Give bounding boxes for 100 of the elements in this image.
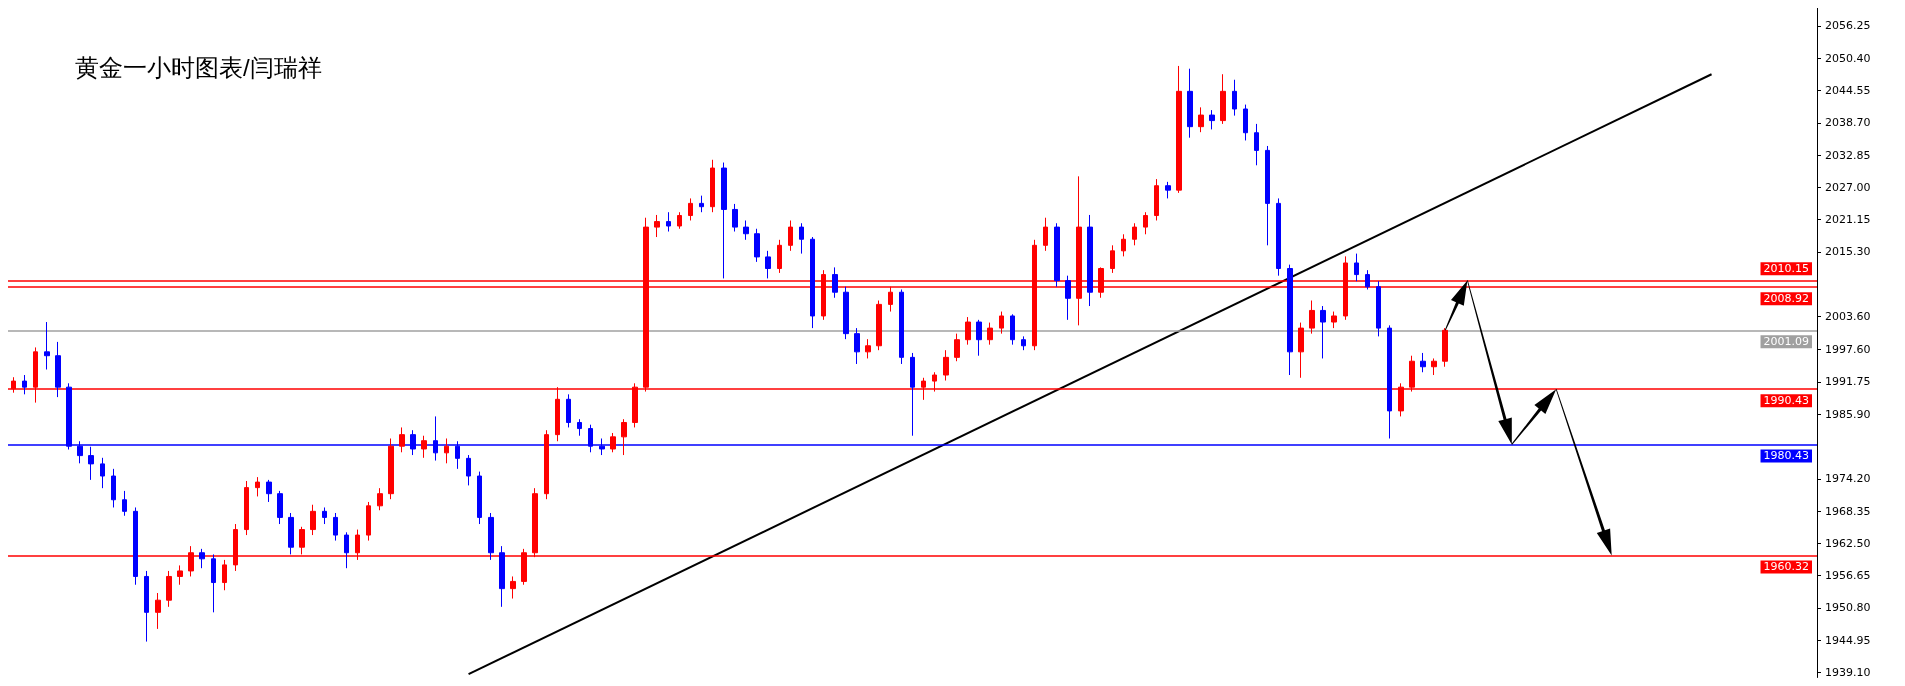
candlestick — [255, 476, 260, 497]
candlestick — [421, 435, 427, 459]
candlestick — [477, 471, 482, 525]
candlestick — [399, 426, 405, 453]
candlestick — [1298, 322, 1304, 379]
y-tick-label: 2050.40 — [1825, 51, 1871, 65]
candlestick — [366, 501, 371, 542]
candlestick — [1387, 324, 1392, 439]
y-tick-label: 2038.70 — [1825, 116, 1871, 130]
candlestick — [699, 195, 704, 213]
candlestick — [100, 457, 105, 489]
candlestick — [388, 437, 394, 500]
candlestick — [999, 311, 1004, 335]
candlestick — [1287, 264, 1293, 376]
y-tick-label: 1962.50 — [1825, 536, 1871, 550]
y-tick-label: 1944.95 — [1825, 633, 1871, 647]
candlestick — [1220, 73, 1226, 125]
candlestick — [1198, 106, 1204, 133]
candlestick — [22, 374, 27, 395]
candlestick — [721, 162, 727, 279]
candlestick — [1354, 253, 1359, 282]
candlestick — [1021, 335, 1026, 351]
candlestick — [277, 490, 283, 525]
candlestick — [976, 319, 982, 357]
candlestick — [1187, 68, 1193, 139]
candlestick — [832, 266, 838, 299]
candlestick — [810, 236, 815, 329]
candlestick — [1276, 197, 1281, 277]
candlestick — [1254, 123, 1259, 166]
candlestick — [444, 437, 449, 464]
candlestick — [211, 553, 216, 613]
candlestick — [1431, 357, 1437, 376]
candlestick — [1442, 327, 1448, 368]
y-tick-label: 1997.60 — [1825, 343, 1871, 357]
y-tick-label: 1950.80 — [1825, 601, 1871, 615]
candlestick — [732, 203, 738, 233]
candlestick — [499, 545, 505, 608]
candlestick — [1265, 145, 1270, 246]
y-tick-label: 2056.25 — [1825, 19, 1871, 33]
candlestick — [44, 321, 50, 370]
candlestick — [610, 432, 616, 453]
y-tick-label: 2027.00 — [1825, 180, 1871, 194]
y-tick-label: 2003.60 — [1825, 310, 1871, 324]
candlestick — [1331, 311, 1337, 329]
candlestick — [155, 592, 161, 630]
candlestick — [1143, 211, 1148, 235]
candlestick — [344, 531, 349, 569]
candlestick — [1232, 79, 1237, 117]
candlestick — [876, 300, 882, 351]
ref-line-label: 1960.32 — [1763, 560, 1809, 574]
candlestick — [310, 504, 316, 536]
candlestick — [544, 429, 549, 500]
candlestick — [1154, 178, 1159, 221]
candlestick — [111, 468, 116, 508]
candlestick — [843, 286, 849, 340]
candlestick — [1043, 217, 1048, 252]
candlestick — [222, 559, 227, 591]
candlestick — [899, 288, 904, 365]
candlestick — [854, 327, 860, 365]
candlestick — [666, 211, 671, 233]
candlestick — [943, 349, 949, 382]
candlestick — [621, 418, 627, 456]
candlestick — [333, 512, 338, 542]
candlestick — [754, 228, 760, 263]
candlestick — [244, 480, 249, 536]
candlestick — [865, 338, 871, 359]
ref-line-label: 2008.92 — [1763, 292, 1809, 306]
candlestick — [510, 575, 516, 600]
y-tick-label: 2032.85 — [1825, 148, 1871, 162]
candlestick — [765, 250, 771, 279]
candlestick — [566, 393, 571, 428]
candlestick — [1010, 313, 1015, 346]
candlestick — [288, 512, 294, 555]
candlestick — [1176, 65, 1182, 194]
y-tick-label: 2044.55 — [1825, 84, 1871, 98]
candlestick — [1132, 222, 1137, 246]
candlestick — [322, 506, 327, 525]
candlestick — [954, 333, 960, 362]
y-tick-label: 2015.30 — [1825, 245, 1871, 259]
candlestick — [177, 564, 183, 586]
candlestick — [1209, 109, 1215, 130]
candlestick — [777, 239, 782, 274]
candlestick — [1065, 275, 1071, 321]
y-tick-label: 1939.10 — [1825, 666, 1871, 679]
candlestick — [654, 214, 660, 238]
ref-line-label: 1980.43 — [1763, 449, 1809, 463]
candlestick — [1320, 305, 1326, 359]
candlestick — [677, 211, 682, 230]
y-tick-label: 1968.35 — [1825, 504, 1871, 518]
candlestick — [799, 222, 804, 255]
candlestick — [1243, 104, 1248, 141]
candlestick — [377, 487, 383, 511]
candlestick — [910, 352, 915, 437]
candlestick — [688, 197, 693, 221]
candlestick — [1309, 300, 1315, 335]
y-tick-label: 1985.90 — [1825, 407, 1871, 421]
candlestick — [55, 341, 61, 398]
candlestick — [1376, 280, 1381, 337]
candlestick — [1110, 244, 1115, 274]
candlestick — [987, 322, 993, 346]
